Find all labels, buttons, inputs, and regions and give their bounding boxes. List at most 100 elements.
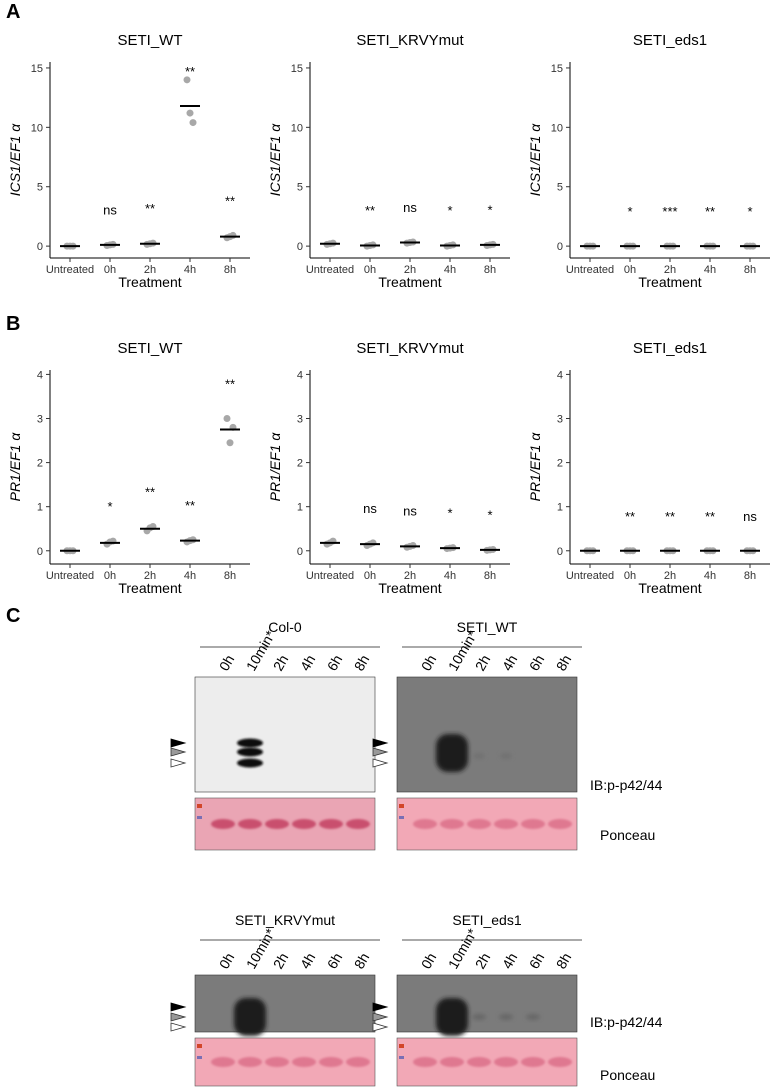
blot-image bbox=[194, 676, 376, 793]
x-tick-label: Untreated bbox=[306, 570, 354, 582]
x-tick-label: 4h bbox=[184, 264, 196, 276]
y-axis-label: PR1/EF1 α bbox=[527, 432, 543, 502]
significance-label: ns bbox=[363, 501, 377, 516]
y-tick-label: 0 bbox=[297, 546, 303, 558]
y-axis-label: PR1/EF1 α bbox=[267, 432, 283, 502]
arrowhead bbox=[170, 758, 187, 768]
lane-label: 8h bbox=[553, 950, 575, 971]
lane-label: 4h bbox=[297, 950, 319, 971]
data-point bbox=[223, 415, 231, 422]
ponceau-band bbox=[413, 819, 437, 829]
lane-label: 2h bbox=[472, 652, 494, 673]
arrowhead bbox=[372, 1002, 389, 1012]
significance-label: * bbox=[627, 204, 632, 219]
lane-label: 6h bbox=[526, 950, 548, 971]
lane-label: 6h bbox=[526, 652, 548, 673]
chart-title: SETI_KRVYmut bbox=[356, 32, 464, 49]
lane-label: 4h bbox=[297, 652, 319, 673]
x-tick-label: 2h bbox=[664, 264, 676, 276]
x-axis-label: Treatment bbox=[378, 580, 441, 596]
significance-label: ** bbox=[185, 498, 195, 513]
arrowhead bbox=[372, 1012, 389, 1022]
band bbox=[472, 1014, 486, 1020]
y-tick-label: 1 bbox=[37, 502, 43, 514]
significance-label: ** bbox=[365, 203, 375, 218]
significance-label: * bbox=[487, 507, 492, 522]
ponceau-band bbox=[319, 1057, 343, 1067]
significance-label: ** bbox=[145, 485, 155, 500]
x-tick-label: Untreated bbox=[46, 570, 94, 582]
chart-title: SETI_KRVYmut bbox=[356, 340, 464, 357]
blot-title: Col-0 bbox=[268, 619, 302, 635]
y-tick-label: 15 bbox=[291, 63, 303, 75]
y-axis-label: PR1/EF1 α bbox=[7, 432, 23, 502]
y-tick-label: 10 bbox=[31, 122, 43, 134]
ponceau-band bbox=[238, 819, 262, 829]
x-tick-label: 0h bbox=[624, 264, 636, 276]
y-tick-label: 0 bbox=[37, 241, 43, 253]
x-tick-label: 2h bbox=[144, 570, 156, 582]
lane-label: 8h bbox=[351, 950, 373, 971]
ponceau-band bbox=[440, 1057, 464, 1067]
data-point bbox=[229, 231, 237, 239]
x-tick-label: Untreated bbox=[46, 264, 94, 276]
ib-label: IB:p-p42/44 bbox=[590, 1014, 663, 1030]
blot-image bbox=[396, 676, 578, 793]
band bbox=[234, 998, 266, 1036]
x-tick-label: 8h bbox=[484, 264, 496, 276]
marker bbox=[197, 1044, 202, 1048]
panel-label: C bbox=[6, 605, 20, 627]
significance-label: * bbox=[447, 506, 452, 521]
ponceau-band bbox=[265, 1057, 289, 1067]
band bbox=[526, 1014, 540, 1020]
x-axis-label: Treatment bbox=[638, 580, 701, 596]
x-tick-label: Untreated bbox=[566, 264, 614, 276]
lane-label: 2h bbox=[270, 652, 292, 673]
y-axis-label: ICS1/EF1 α bbox=[267, 123, 283, 197]
band bbox=[436, 734, 468, 772]
x-tick-label: 0h bbox=[104, 264, 116, 276]
ponceau-band bbox=[211, 819, 235, 829]
band bbox=[237, 738, 263, 748]
y-tick-label: 3 bbox=[297, 414, 303, 426]
x-axis-label: Treatment bbox=[378, 274, 441, 290]
data-point bbox=[186, 109, 194, 117]
x-tick-label: 8h bbox=[744, 570, 756, 582]
ponceau-band bbox=[548, 819, 572, 829]
y-tick-label: 4 bbox=[37, 369, 43, 381]
blot-image bbox=[194, 974, 376, 1033]
marker bbox=[399, 816, 404, 819]
data-point bbox=[183, 76, 191, 84]
x-axis-label: Treatment bbox=[118, 274, 181, 290]
ponceau-band bbox=[265, 819, 289, 829]
marker bbox=[197, 804, 202, 808]
x-tick-label: Untreated bbox=[306, 264, 354, 276]
marker bbox=[399, 804, 404, 808]
blot-image bbox=[396, 974, 578, 1033]
y-tick-label: 4 bbox=[297, 369, 303, 381]
x-tick-label: 4h bbox=[444, 264, 456, 276]
panel-label: A bbox=[6, 1, 20, 23]
x-axis-label: Treatment bbox=[118, 580, 181, 596]
y-tick-label: 3 bbox=[37, 414, 43, 426]
lane-label: 0h bbox=[418, 652, 440, 673]
lane-label: 4h bbox=[499, 950, 521, 971]
lane-label: 2h bbox=[472, 950, 494, 971]
ponceau-band bbox=[494, 1057, 518, 1067]
significance-label: ** bbox=[145, 201, 155, 216]
band bbox=[499, 1014, 513, 1020]
significance-label: * bbox=[107, 499, 112, 514]
y-tick-label: 5 bbox=[37, 182, 43, 194]
x-tick-label: 0h bbox=[364, 264, 376, 276]
blot-title: SETI_eds1 bbox=[452, 912, 521, 928]
arrowhead bbox=[372, 738, 389, 748]
arrowhead bbox=[170, 1012, 187, 1022]
arrowhead bbox=[170, 1002, 187, 1012]
significance-label: ns bbox=[103, 202, 117, 217]
y-tick-label: 0 bbox=[297, 241, 303, 253]
x-tick-label: 0h bbox=[104, 570, 116, 582]
lane-label: 0h bbox=[216, 950, 238, 971]
lane-label: 6h bbox=[324, 652, 346, 673]
arrowhead bbox=[372, 747, 389, 757]
significance-label: ns bbox=[403, 200, 417, 215]
